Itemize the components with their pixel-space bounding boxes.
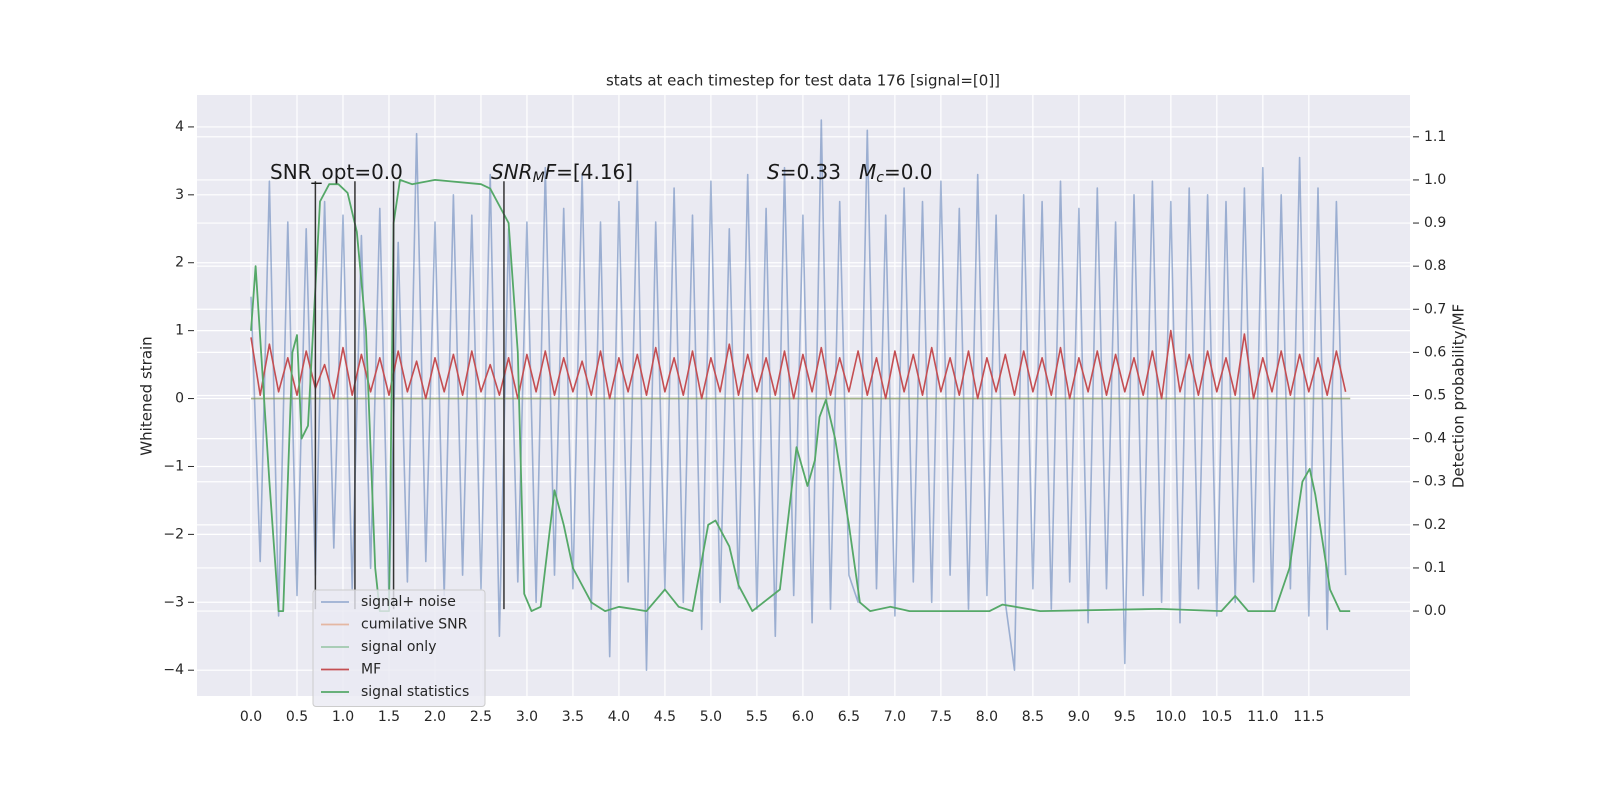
x-tick-label: 0.5 <box>286 709 308 725</box>
y2-tick-label: 1.0 <box>1424 172 1446 188</box>
x-tick-label: 9.5 <box>1114 709 1136 725</box>
x-tick-label: 4.0 <box>608 709 630 725</box>
y-tick-label: −3 <box>163 594 184 610</box>
legend-label: signal only <box>361 639 436 655</box>
x-tick-label: 5.0 <box>700 709 722 725</box>
annotation-part: F <box>545 160 557 184</box>
y-axis-label: Whitened strain <box>138 336 156 455</box>
y-tick-label: −4 <box>163 662 184 678</box>
y2-tick-label: 0.2 <box>1424 517 1446 533</box>
x-tick-label: 8.5 <box>1022 709 1044 725</box>
y2-tick-label: 0.1 <box>1424 560 1446 576</box>
x-tick-label: 11.5 <box>1293 709 1324 725</box>
annotation-part: SNR <box>491 160 533 184</box>
y-tick-label: 2 <box>175 255 184 271</box>
y-tick-label: 0 <box>175 391 184 407</box>
legend-label: signal statistics <box>361 684 469 700</box>
x-tick-label: 9.0 <box>1068 709 1090 725</box>
y2-tick-label: 0.7 <box>1424 301 1446 317</box>
legend-label: MF <box>361 662 381 678</box>
x-tick-label: 3.5 <box>562 709 584 725</box>
annotation-part: =0.33 <box>780 160 841 184</box>
series-line <box>250 119 1347 671</box>
legend: signal+ noise cumilative SNR signal only MF… <box>312 589 486 707</box>
y-tick-label: 1 <box>175 323 184 339</box>
marks <box>250 119 1351 671</box>
axes: 0.0 0.5 1.0 1.5 2.0 2.5 3.0 3.5 4.0 4.5 5.0 5.5 6.0 6… <box>163 119 1446 725</box>
series-line <box>250 329 1347 400</box>
annotation-part: c <box>876 170 884 186</box>
y-tick-label: −2 <box>163 526 184 542</box>
x-tick-label: 6.5 <box>838 709 860 725</box>
y2-tick-label: 0.9 <box>1424 215 1446 231</box>
x-tick-label: 8.0 <box>976 709 998 725</box>
y-tick-label: 3 <box>175 187 184 203</box>
y2-axis-label: Detection probability/MF <box>1450 304 1468 488</box>
series-line <box>250 179 1351 612</box>
x-tick-label: 3.0 <box>516 709 538 725</box>
x-tick-label: 1.5 <box>378 709 400 725</box>
y2-tick-label: 0.6 <box>1424 344 1446 360</box>
x-tick-label: 11.0 <box>1247 709 1278 725</box>
legend-label: cumilative SNR <box>361 617 468 633</box>
legend-box <box>312 589 486 707</box>
y2-tick-label: 0.4 <box>1424 431 1446 447</box>
x-tick-label: 1.0 <box>332 709 354 725</box>
y-tick-label: −1 <box>163 458 184 474</box>
annotation-part: =[4.16] <box>556 160 633 184</box>
y2-tick-label: 1.1 <box>1424 129 1446 145</box>
annotation: Mc=0.0 <box>859 160 933 187</box>
chart-title: stats at each timestep for test data 176… <box>606 72 1000 90</box>
grid <box>197 95 1410 696</box>
annotation-part: M <box>533 170 545 186</box>
y-tick-label: 4 <box>175 119 184 135</box>
annotation-part: S <box>767 160 780 184</box>
x-tick-label: 10.5 <box>1201 709 1232 725</box>
x-tick-label: 10.0 <box>1155 709 1186 725</box>
annotation-part: SNR_opt=0.0 <box>270 160 403 184</box>
y2-tick-label: 0.5 <box>1424 388 1446 404</box>
y2-tick-label: 0.8 <box>1424 258 1446 274</box>
y2-tick-label: 0.0 <box>1424 603 1446 619</box>
x-tick-label: 6.0 <box>792 709 814 725</box>
x-tick-label: 7.0 <box>884 709 906 725</box>
y2-tick-label: 0.3 <box>1424 474 1446 490</box>
legend-label: signal+ noise <box>361 594 456 610</box>
x-tick-label: 0.0 <box>240 709 262 725</box>
x-tick-label: 2.5 <box>470 709 492 725</box>
x-tick-label: 5.5 <box>746 709 768 725</box>
x-tick-label: 4.5 <box>654 709 676 725</box>
x-tick-label: 7.5 <box>930 709 952 725</box>
annotation: SNRMF=[4.16] <box>491 160 633 187</box>
x-tick-label: 2.0 <box>424 709 446 725</box>
annotation-part: =0.0 <box>884 160 933 184</box>
annotation: S=0.33 <box>767 160 841 184</box>
annotation: SNR_opt=0.0 <box>270 160 403 184</box>
annotation-part: M <box>859 160 876 184</box>
